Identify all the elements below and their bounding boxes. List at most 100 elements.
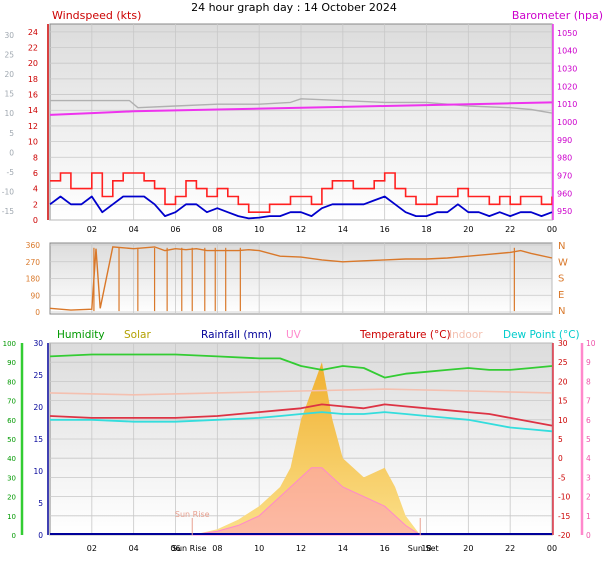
humidity-tick-label: 40 bbox=[7, 455, 16, 463]
temp-tick-label: -20 bbox=[558, 531, 570, 540]
temp-tick-label: 10 bbox=[558, 416, 568, 425]
barometer-tick-label: 960 bbox=[557, 189, 572, 198]
rain-tick-label: 15 bbox=[33, 435, 43, 444]
x-tick-label: 12 bbox=[296, 544, 306, 553]
compass-label: N bbox=[558, 241, 565, 252]
windspeed-tick-label: 4 bbox=[33, 185, 38, 194]
chart-title: 24 hour graph day : 14 October 2024 bbox=[191, 1, 397, 14]
legend-entry: Dew Point (°C) bbox=[503, 329, 580, 341]
far-left-tick-label: 5 bbox=[9, 129, 14, 138]
barometer-tick-label: 1050 bbox=[557, 29, 577, 38]
uv-tick-label: 7 bbox=[586, 397, 591, 406]
temp-tick-label: 20 bbox=[558, 377, 568, 386]
rain-tick-label: 25 bbox=[33, 371, 43, 380]
x-tick-label: 20 bbox=[463, 225, 473, 234]
windspeed-tick-label: 16 bbox=[28, 91, 38, 100]
solar-area bbox=[192, 362, 421, 535]
humidity-tick-label: 80 bbox=[7, 378, 16, 386]
barometer-tick-label: 970 bbox=[557, 171, 572, 180]
direction-degree-axis: 0 90 180 270 360 bbox=[26, 241, 41, 317]
temp-tick-label: 5 bbox=[558, 435, 563, 444]
barometer-axis: 950 960 970 980 990 1000 1010 1020 1030 1040 1050 bbox=[557, 29, 577, 216]
rain-tick-label: 5 bbox=[38, 499, 43, 508]
far-left-tick-label: 10 bbox=[4, 109, 14, 118]
direction-series-line bbox=[49, 246, 553, 311]
far-left-tick-label: 0 bbox=[9, 148, 14, 157]
barometer-tick-label: 980 bbox=[557, 154, 572, 163]
rain-tick-label: 30 bbox=[33, 339, 43, 348]
x-tick-label: 02 bbox=[87, 225, 97, 234]
gust-series-line bbox=[50, 172, 553, 213]
direction-tick-label: 90 bbox=[30, 291, 40, 300]
legend-entry: UV bbox=[286, 329, 302, 341]
temp-legend: Humidity Solar Rainfall (mm) UV Temperature … bbox=[57, 329, 580, 341]
rain-tick-label: 10 bbox=[33, 467, 43, 476]
windspeed-tick-label: 24 bbox=[28, 28, 38, 37]
humidity-tick-label: 60 bbox=[7, 417, 16, 425]
uv-tick-label: 3 bbox=[586, 473, 591, 482]
windspeed-tick-label: 6 bbox=[33, 169, 38, 178]
direction-panel-grid bbox=[50, 243, 553, 314]
sunset-label: Sun Set bbox=[408, 544, 439, 553]
x-tick-label: 12 bbox=[296, 225, 306, 234]
far-left-tick-label: 25 bbox=[4, 51, 14, 60]
wind-avg-series-line bbox=[49, 195, 553, 220]
humidity-tick-label: 100 bbox=[3, 340, 16, 348]
temp-tick-label: 30 bbox=[558, 339, 568, 348]
windspeed-tick-label: 14 bbox=[28, 106, 38, 115]
uv-tick-label: 8 bbox=[586, 377, 591, 386]
legend-entry: Solar bbox=[124, 329, 151, 341]
temp-tick-label: -10 bbox=[558, 493, 570, 502]
x-tick-label: 10 bbox=[254, 225, 264, 234]
uv-tick-label: 0 bbox=[586, 531, 591, 540]
temperature-series-line bbox=[49, 403, 553, 427]
barometer-tick-label: 950 bbox=[557, 207, 572, 216]
uv-tick-label: 9 bbox=[586, 358, 591, 367]
x-tick-label: 10 bbox=[254, 544, 264, 553]
barometer-tick-label: 1020 bbox=[557, 82, 577, 91]
humidity-tick-label: 0 bbox=[12, 532, 16, 540]
x-tick-label: 04 bbox=[129, 544, 139, 553]
legend-entry: Indoor bbox=[449, 329, 483, 341]
windspeed-tick-label: 8 bbox=[33, 153, 38, 162]
x-tick-label: 20 bbox=[463, 544, 473, 553]
compass-label: W bbox=[558, 257, 568, 268]
x-tick-label: 16 bbox=[380, 225, 390, 234]
far-left-tick-label: -15 bbox=[2, 207, 14, 216]
direction-tick-label: 270 bbox=[26, 258, 41, 267]
barometer-tick-label: 1040 bbox=[557, 47, 577, 56]
wind-far-left-axis: 30 25 20 15 10 5 0 -5 -10 -15 bbox=[2, 31, 14, 216]
temp-tick-label: -15 bbox=[558, 512, 570, 521]
compass-label: S bbox=[558, 274, 564, 285]
barometer-tick-label: 1010 bbox=[557, 100, 577, 109]
humidity-tick-label: 20 bbox=[7, 494, 16, 502]
uv-tick-label: 2 bbox=[586, 493, 591, 502]
x-tick-label: 06 bbox=[170, 225, 180, 234]
far-left-tick-label: 20 bbox=[4, 70, 14, 79]
x-tick-label: 08 bbox=[212, 225, 222, 234]
uv-area bbox=[192, 467, 422, 536]
windspeed-axis-label: Windspeed (kts) bbox=[52, 9, 141, 22]
windspeed-tick-label: 0 bbox=[33, 216, 38, 225]
uv-tick-label: 10 bbox=[586, 339, 596, 348]
x-tick-label: 08 bbox=[212, 544, 222, 553]
rain-tick-label: 0 bbox=[38, 531, 43, 540]
temp-series: Sun Rise bbox=[49, 353, 553, 536]
windspeed-tick-label: 20 bbox=[28, 59, 38, 68]
legend-entry: Humidity bbox=[57, 329, 105, 341]
x-tick-label: 14 bbox=[338, 225, 348, 234]
humidity-tick-label: 30 bbox=[7, 474, 16, 482]
compass-label: E bbox=[558, 290, 564, 301]
barometer-series-line bbox=[49, 101, 553, 116]
x-tick-label: 00 bbox=[547, 544, 557, 553]
direction-series bbox=[49, 246, 553, 312]
uv-tick-label: 4 bbox=[586, 454, 591, 463]
compass-label: N bbox=[558, 306, 565, 317]
x-tick-label: 06 bbox=[170, 544, 180, 553]
humidity-tick-label: 10 bbox=[7, 513, 16, 521]
humidity-series-line bbox=[49, 353, 553, 379]
x-tick-label: 16 bbox=[380, 544, 390, 553]
